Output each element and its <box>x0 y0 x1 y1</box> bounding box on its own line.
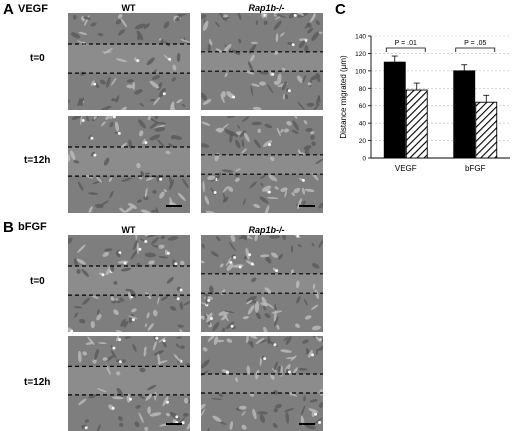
y-tick-label: 120 <box>355 51 366 58</box>
micrograph-texture <box>201 336 323 431</box>
y-tick-label: 140 <box>355 34 366 41</box>
micrograph-vegf-wt-t0 <box>68 13 190 110</box>
panel-c-letter: C <box>335 1 346 18</box>
micrograph-vegf-ko-t0 <box>201 13 323 110</box>
micrograph-texture <box>68 336 190 431</box>
micrograph-bfgf-wt-t0 <box>68 235 190 332</box>
y-tick-label: 40 <box>359 121 367 128</box>
micrograph-texture <box>201 235 323 332</box>
y-axis-label: Distance migrated (µm) <box>339 55 348 139</box>
panel-b-title: bFGF <box>18 221 47 233</box>
p-value-label: P = .01 <box>395 40 417 47</box>
bar <box>453 70 476 159</box>
panel-b-row-t0: t=0 <box>30 276 45 287</box>
bar <box>475 101 498 159</box>
y-tick-label: 80 <box>359 86 367 93</box>
scale-bar <box>166 423 182 425</box>
panel-b-letter: B <box>3 219 14 236</box>
panel-b-col-ko: Rap1b-/- <box>248 225 285 235</box>
micrograph-texture <box>68 13 190 110</box>
bar-chart: 0 20 40 60 80 100 120 140 Distance migrated (µm)… <box>339 34 510 173</box>
panel-b-row-t12: t=12h <box>24 377 51 388</box>
scale-bar <box>166 205 182 207</box>
micrograph-bfgf-ko-t12 <box>201 336 323 431</box>
scale-bar <box>299 205 315 207</box>
panel-a-row-t12: t=12h <box>24 155 51 166</box>
panel-a-col-ko: Rap1b-/- <box>248 3 285 13</box>
panel-a-row-t0: t=0 <box>30 53 45 64</box>
x-tick-label: VEGF <box>395 164 417 173</box>
panel-a-col-wt: WT <box>121 3 136 13</box>
y-tick-label: 20 <box>359 138 367 145</box>
panel-b-col-wt: WT <box>121 225 136 235</box>
micrograph-bfgf-ko-t0 <box>201 235 323 332</box>
micrograph-bfgf-wt-t12 <box>68 336 190 431</box>
panel-a-letter: A <box>3 1 14 18</box>
micrograph-vegf-ko-t12 <box>201 116 323 213</box>
micrograph-texture <box>201 116 323 213</box>
micrograph-texture <box>68 116 190 213</box>
y-tick-label: 0 <box>362 156 366 163</box>
x-tick-label: bFGF <box>465 164 486 173</box>
scale-bar <box>299 423 315 425</box>
panel-a-title: VEGF <box>18 3 48 15</box>
micrograph-vegf-wt-t12 <box>68 116 190 213</box>
significance-bracket <box>455 47 496 52</box>
p-value-label: P = .05 <box>464 40 486 47</box>
y-tick-label: 100 <box>355 68 366 75</box>
bar <box>405 89 428 159</box>
significance-bracket <box>385 47 426 52</box>
bar <box>383 61 406 159</box>
y-tick-label: 60 <box>359 103 367 110</box>
micrograph-texture <box>68 235 190 332</box>
micrograph-texture <box>201 13 323 110</box>
